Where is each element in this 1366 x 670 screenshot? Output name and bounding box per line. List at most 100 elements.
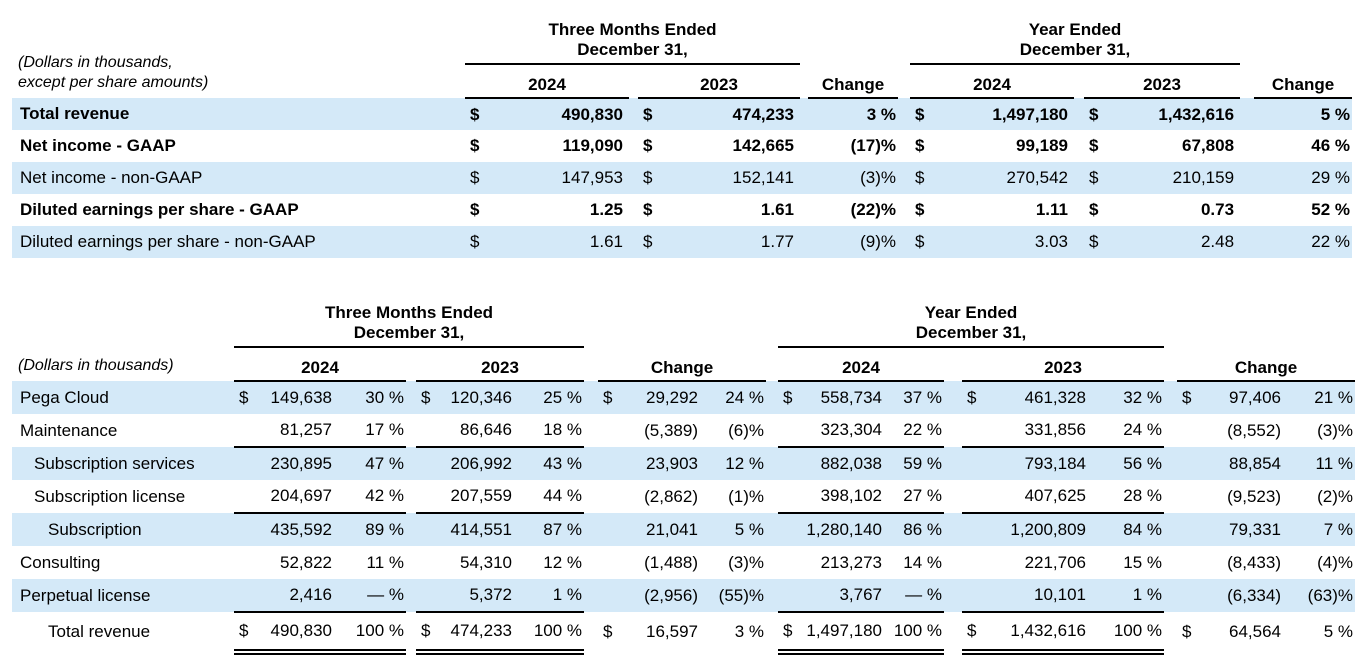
dollar-sign [778, 447, 800, 480]
column-header-2024: 2024 [910, 64, 1074, 99]
dollar-sign [962, 546, 984, 579]
value-cell: 142,665 [732, 136, 794, 155]
dollar-sign: $ [421, 388, 431, 407]
row-label: Perpetual license [20, 585, 151, 605]
value-cell: 2.48 [1200, 232, 1235, 251]
percent-cell: (55)% [718, 585, 765, 605]
dollar-sign [962, 480, 985, 514]
percent-cell: 1 % [522, 579, 585, 613]
value-cell: 1,432,616 [1158, 104, 1235, 124]
value-cell: 210,159 [1172, 168, 1235, 187]
value-cell: 1,497,180 [800, 612, 893, 655]
dollar-sign [778, 414, 801, 448]
row-label: Diluted earnings per share - GAAP [20, 200, 299, 219]
percent-cell: 24 % [725, 388, 765, 407]
value-cell: (1,488) [644, 552, 699, 572]
dollar-sign: $ [470, 136, 480, 155]
value-cell: 29,292 [646, 388, 699, 407]
dollar-sign: $ [603, 622, 613, 641]
percent-cell: 5 % [1323, 622, 1354, 641]
year-header-row: 2024 2023 Change 2024 2023 Change [12, 347, 1356, 382]
value-cell: 1.77 [760, 232, 794, 251]
percent-cell: 100 % [342, 612, 406, 655]
value-cell: 23,903 [646, 453, 699, 473]
column-header-2024: 2024 [465, 64, 629, 99]
value-cell: 97,406 [1229, 388, 1282, 407]
percent-cell: 24 % [1096, 414, 1165, 448]
table-note: (Dollars in thousands, except per share … [12, 8, 465, 98]
dollar-sign [962, 414, 985, 448]
percent-cell: 25 % [543, 388, 583, 407]
value-cell: 1.61 [760, 200, 794, 219]
dollar-sign: $ [915, 200, 925, 219]
dollar-sign: $ [1182, 622, 1192, 641]
value-cell: 147,953 [561, 168, 623, 187]
percent-cell: 56 % [1123, 454, 1163, 473]
percent-cell: 37 % [903, 388, 943, 407]
financial-results-page: (Dollars in thousands, except per share … [12, 8, 1356, 655]
value-cell: 3.03 [1034, 232, 1068, 251]
dollar-sign [234, 447, 256, 480]
dollar-sign: $ [470, 168, 480, 187]
percent-cell: 17 % [342, 414, 406, 448]
dollar-sign [416, 579, 438, 613]
row-label: Maintenance [20, 420, 118, 440]
value-cell: 64,564 [1229, 622, 1282, 641]
table-row-total-revenue: Total revenue $ 490,830 $ 474,233 3 % $ … [12, 98, 1353, 130]
dollar-sign [416, 513, 438, 546]
row-label: Total revenue [48, 622, 151, 641]
value-cell: (9,523) [1227, 486, 1282, 506]
percent-cell: — % [892, 579, 945, 613]
row-label: Net income - GAAP [20, 136, 176, 155]
table-row-consulting: Consulting 52,822 11 % 54,310 12 % (1,48… [12, 546, 1355, 579]
percent-cell: 22 % [892, 414, 945, 448]
value-cell: 407,625 [984, 480, 1097, 514]
table-row-perpetual-license: Perpetual license 2,416 — % 5,372 1 % (2… [12, 579, 1356, 613]
value-cell: 99,189 [1016, 136, 1068, 155]
change-cell: (17)% [850, 136, 896, 155]
percent-cell: 15 % [1123, 552, 1163, 572]
change-cell: (22)% [850, 200, 896, 219]
value-cell: 558,734 [820, 388, 883, 407]
table-note-line2: except per share amounts) [18, 74, 209, 91]
value-cell: 270,542 [1006, 168, 1068, 187]
dollar-sign: $ [1182, 388, 1192, 407]
table-note-line1: (Dollars in thousands, [18, 54, 173, 71]
dollar-sign: $ [643, 136, 653, 155]
percent-cell: 28 % [1096, 480, 1165, 514]
percent-cell: 100 % [1096, 612, 1165, 655]
change-cell: 3 % [866, 104, 896, 124]
value-cell: (8,433) [1227, 552, 1282, 572]
percent-cell: 18 % [522, 414, 585, 448]
percent-cell: 47 % [365, 454, 404, 473]
table-row-subscription: Subscription 435,592 89 % 414,551 87 % 2… [12, 513, 1356, 546]
percent-cell: 42 % [342, 480, 406, 514]
dollar-sign: $ [239, 388, 249, 407]
dollar-sign [1177, 546, 1199, 579]
period-header-year: Year Ended December 31, [910, 8, 1241, 65]
dollar-sign [416, 447, 438, 480]
row-label: Subscription [48, 519, 142, 539]
column-header-change: Change [598, 347, 767, 382]
value-cell: 230,895 [270, 454, 332, 473]
percent-cell: 11 % [1315, 453, 1354, 473]
percent-cell: 12 % [543, 552, 583, 572]
value-cell: (2,862) [644, 486, 699, 506]
change-cell: 5 % [1320, 104, 1351, 124]
row-label: Subscription license [34, 486, 186, 506]
dollar-sign [598, 513, 620, 546]
value-cell: 0.73 [1200, 200, 1235, 219]
value-cell: 204,697 [256, 480, 342, 514]
column-header-2024: 2024 [778, 347, 945, 382]
column-header-change: Change [1254, 64, 1353, 99]
dollar-sign [962, 579, 985, 613]
period-header-three-months: Three Months Ended December 31, [465, 8, 800, 65]
change-cell: 46 % [1311, 136, 1351, 155]
value-cell: 207,559 [438, 480, 522, 514]
dollar-sign [1177, 447, 1199, 480]
percent-cell: 3 % [734, 622, 765, 641]
change-cell: 52 % [1311, 200, 1351, 219]
table-row-subscription-license: Subscription license 204,697 42 % 207,55… [12, 480, 1355, 514]
dollar-sign [1177, 480, 1199, 513]
summary-results-table: (Dollars in thousands, except per share … [12, 8, 1353, 258]
